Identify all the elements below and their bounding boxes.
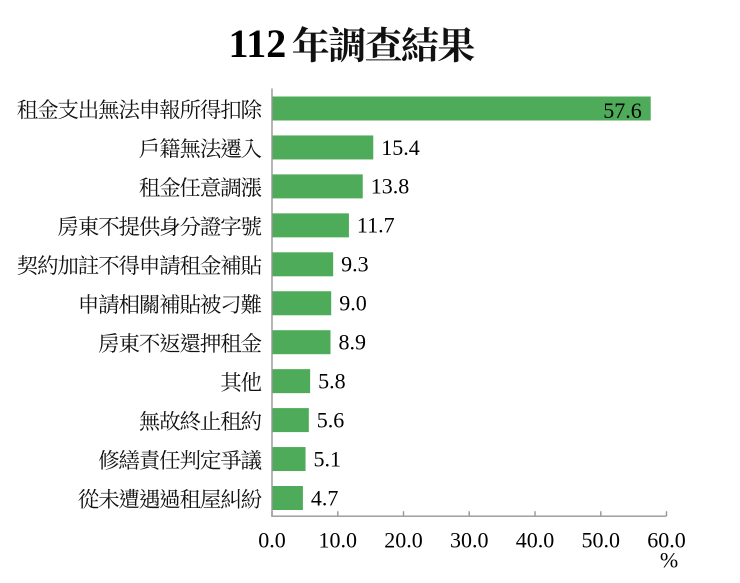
svg-text:20.0: 20.0 xyxy=(384,527,423,552)
svg-text:57.6: 57.6 xyxy=(603,98,642,123)
svg-text:5.8: 5.8 xyxy=(318,369,346,394)
svg-text:5.1: 5.1 xyxy=(314,446,342,471)
svg-text:11.7: 11.7 xyxy=(357,213,395,238)
svg-text:40.0: 40.0 xyxy=(516,527,555,552)
svg-text:15.4: 15.4 xyxy=(381,135,420,160)
svg-text:8.9: 8.9 xyxy=(339,330,367,355)
svg-text:112: 112 xyxy=(229,21,287,66)
svg-text:60.0: 60.0 xyxy=(647,527,686,552)
svg-text:10.0: 10.0 xyxy=(319,527,358,552)
svg-text:0.0: 0.0 xyxy=(258,527,286,552)
svg-text:4.7: 4.7 xyxy=(311,485,339,510)
svg-text:5.6: 5.6 xyxy=(317,407,345,432)
svg-text:9.0: 9.0 xyxy=(339,291,367,316)
svg-text:30.0: 30.0 xyxy=(450,527,489,552)
svg-text:%: % xyxy=(660,548,678,573)
svg-text:13.8: 13.8 xyxy=(371,174,410,199)
svg-text:9.3: 9.3 xyxy=(341,252,369,277)
svg-text:50.0: 50.0 xyxy=(582,527,621,552)
